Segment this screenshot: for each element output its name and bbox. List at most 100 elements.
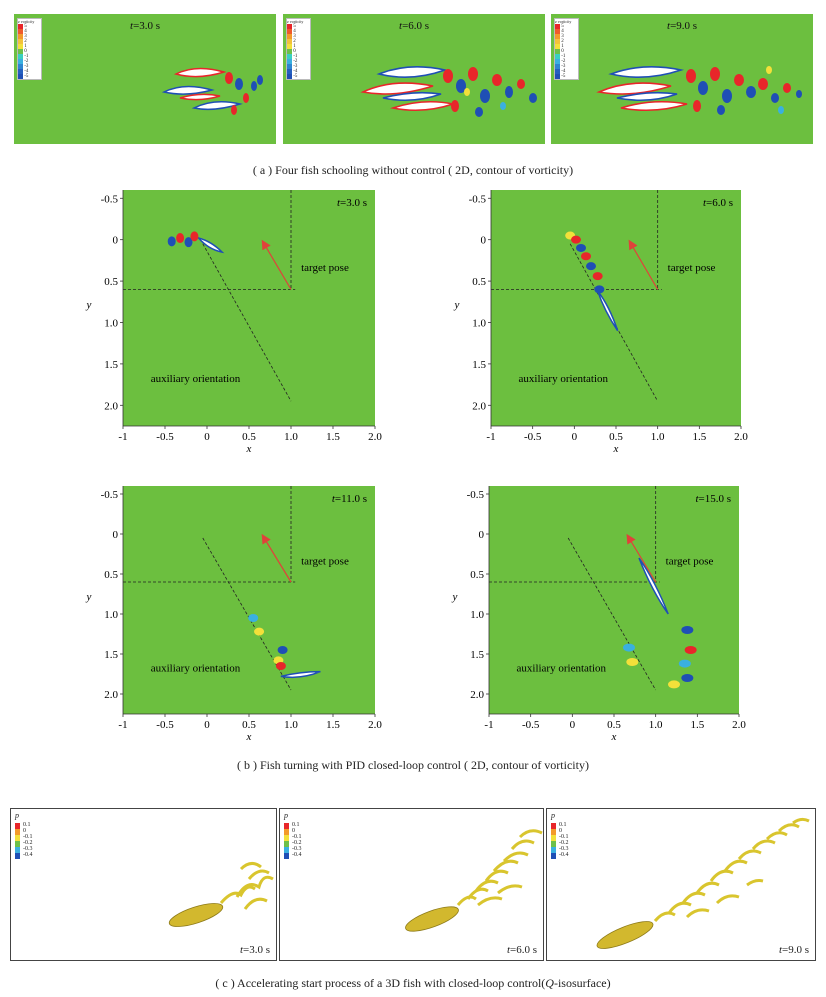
y-tick-label: 1.5 [104, 359, 118, 371]
fish-school [161, 67, 263, 115]
plot-b2: target pose auxiliary orientation t=6.0 s -… [454, 190, 748, 455]
colorbar-row: 4 [555, 29, 578, 34]
colorbar-row: -3 [287, 64, 310, 69]
caption-b: ( b ) Fish turning with PID closed-loop … [237, 758, 589, 772]
panel-c2: p 0.1 0 -0.1 -0.2 -0.3 -0.4 t=6.0 s [279, 808, 544, 961]
colorbar-row: -4 [287, 69, 310, 74]
fish-and-wake [623, 557, 697, 689]
time-label: t=9.0 s [667, 20, 698, 32]
colorbar-row: -3 [555, 64, 578, 69]
x-tick-label: -1 [118, 719, 127, 731]
vortex-street [443, 67, 537, 117]
plot-b1: target pose auxiliary orientation t=3.0 s -… [86, 190, 382, 455]
target-arrow [261, 533, 292, 583]
colorbar-row: 5 [18, 24, 41, 29]
x-tick-label: 2.0 [368, 719, 382, 731]
colorbar-row: -5 [18, 74, 41, 79]
x-tick-label: 0.5 [242, 431, 256, 443]
colorbar-row: 0 [287, 49, 310, 54]
x-tick-label: 0 [570, 719, 576, 731]
colorbar-row: 3 [555, 34, 578, 39]
q-isosurface-plot [551, 817, 810, 949]
target-arrow [628, 239, 659, 290]
target-pose-label: target pose [668, 262, 716, 274]
panel-a3: z vorticity 5 4 3 2 1 0 -1 -2 -3 -4 -5 t… [551, 14, 813, 144]
y-tick-label: 0.5 [104, 276, 118, 288]
y-tick-label: 1.5 [472, 359, 486, 371]
x-tick-label: 0.5 [607, 719, 621, 731]
y-tick-label: 1.0 [472, 317, 486, 329]
x-axis-label: x [246, 443, 252, 455]
colorbar-a3: z vorticity 5 4 3 2 1 0 -1 -2 -3 -4 -5 [554, 18, 579, 80]
x-tick-label: 1.0 [649, 719, 663, 731]
plot-area [489, 486, 739, 714]
x-tick-label: -0.5 [524, 431, 542, 443]
plot-b3: target pose auxiliary orientation t=11.0 s… [86, 486, 382, 743]
panel-c3: p 0.1 0 -0.1 -0.2 -0.3 -0.4 t=9.0 s [546, 808, 816, 961]
x-tick-label: -1 [118, 431, 127, 443]
colorbar-row: -5 [555, 74, 578, 79]
x-tick-label: 1.5 [692, 431, 706, 443]
y-axis-label: y [86, 299, 92, 311]
x-tick-label: -0.5 [156, 719, 174, 731]
target-arrow [261, 239, 292, 290]
colorbar-row: 3 [18, 34, 41, 39]
colorbar-ticks-c2: 0.1 0 -0.1 -0.2 -0.3 -0.4 [292, 822, 302, 858]
plot-area [123, 190, 375, 426]
x-tick-label: 1.0 [284, 431, 298, 443]
y-tick-label: 2.0 [470, 689, 484, 701]
fish-and-wake [565, 231, 619, 332]
pressure-colorbar [551, 823, 556, 859]
colorbar-row: -3 [18, 64, 41, 69]
pressure-colorbar [15, 823, 20, 859]
colorbar-row: -5 [287, 74, 310, 79]
time-label: t=3.0 s [239, 944, 270, 956]
x-tick-label: 2.0 [734, 431, 748, 443]
time-label: t=11.0 s [332, 493, 367, 505]
caption-c: ( c ) Accelerating start process of a 3D… [215, 976, 611, 990]
colorbar-row: 1 [18, 44, 41, 49]
x-tick-label: 0 [204, 719, 210, 731]
colorbar-title: z vorticity [18, 19, 35, 24]
colorbar-row: -2 [287, 59, 310, 64]
caption-a: ( a ) Four fish schooling without contro… [252, 163, 574, 177]
x-tick-label: 0.5 [609, 431, 623, 443]
x-tick-label: 1.0 [284, 719, 298, 731]
colorbar-row: 0 [18, 49, 41, 54]
target-pose-label: target pose [301, 262, 349, 274]
time-label: t=6.0 s [703, 197, 733, 209]
y-tick-label: -0.5 [469, 193, 487, 205]
colorbar-row: 4 [18, 29, 41, 34]
y-axis-label: y [454, 299, 460, 311]
y-axis-label: y [86, 591, 92, 603]
vortex-rings [456, 829, 543, 907]
auxiliary-line [202, 243, 292, 402]
target-pose-label: target pose [666, 555, 714, 567]
colorbar-row: -2 [18, 59, 41, 64]
y-tick-label: 0.5 [472, 276, 486, 288]
x-tick-label: -1 [484, 719, 493, 731]
colorbar-row: 1 [287, 44, 310, 49]
time-label: t=15.0 s [695, 493, 731, 505]
x-tick-label: -0.5 [522, 719, 540, 731]
colorbar-row: -4 [555, 69, 578, 74]
colorbar-row: -2 [555, 59, 578, 64]
plot-area [491, 190, 741, 426]
x-tick-label: 1.5 [326, 719, 340, 731]
y-tick-label: -0.5 [101, 489, 119, 501]
y-tick-label: 0 [113, 529, 119, 541]
x-tick-label: 1.5 [690, 719, 704, 731]
colorbar-row: -1 [287, 54, 310, 59]
x-tick-label: 1.5 [326, 431, 340, 443]
y-tick-label: 0 [479, 529, 485, 541]
y-tick-label: 1.5 [470, 649, 484, 661]
y-tick-label: 1.0 [104, 609, 118, 621]
auxiliary-orientation-label: auxiliary orientation [519, 373, 609, 385]
vortex-rings [219, 862, 274, 910]
auxiliary-orientation-label: auxiliary orientation [517, 663, 607, 675]
time-label: t=6.0 s [506, 944, 537, 956]
plot-b4: target pose auxiliary orientation t=15.0 s… [452, 486, 746, 743]
x-axis-label: x [611, 731, 617, 743]
x-tick-label: 2.0 [368, 431, 382, 443]
panel-c1: p 0.1 0 -0.1 -0.2 -0.3 -0.4 t=3.0 s [10, 808, 277, 961]
